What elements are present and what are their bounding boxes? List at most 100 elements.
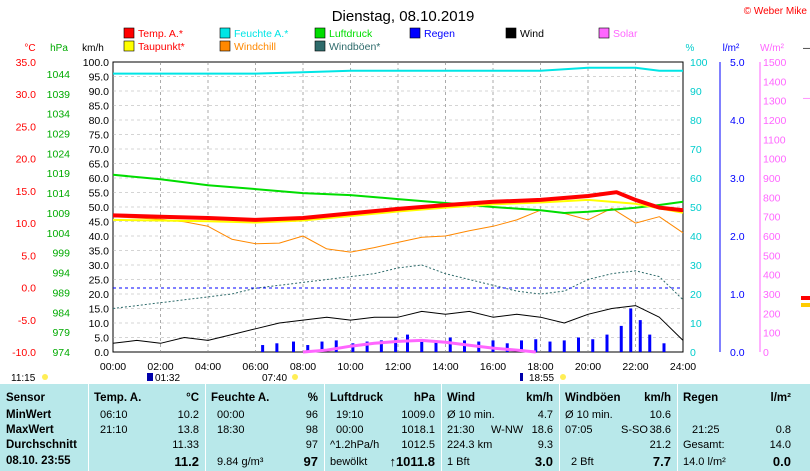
pressure-min: 1009.0 bbox=[401, 409, 435, 421]
wind-tick-label: 90.0 bbox=[89, 86, 110, 98]
rain-bar bbox=[275, 343, 279, 352]
wind-tick-label: 40.0 bbox=[89, 231, 110, 243]
rain-bar bbox=[448, 337, 452, 352]
legend-label: Wind bbox=[520, 28, 544, 40]
humidity-tick-label: 40 bbox=[690, 231, 702, 243]
wind-tick-label: 35.0 bbox=[89, 246, 110, 258]
solar-tick-label: 200 bbox=[763, 308, 781, 320]
x-tick-label: 04:00 bbox=[195, 361, 221, 373]
rain-bar bbox=[306, 345, 310, 352]
solar-tick-label: 1400 bbox=[763, 76, 787, 88]
wind-title: Wind bbox=[447, 392, 475, 404]
temp-min: 10.2 bbox=[177, 409, 199, 421]
series-line-windchill bbox=[112, 207, 684, 253]
rain-bar bbox=[261, 345, 265, 352]
x-tick-label: 24:00 bbox=[670, 361, 696, 373]
humidity-current: 97 bbox=[303, 454, 318, 469]
humidity-unit: % bbox=[307, 392, 318, 404]
gust-max: 38.6 bbox=[649, 424, 671, 436]
rain-bar bbox=[648, 334, 652, 352]
chart-title: Dienstag, 08.10.2019 bbox=[332, 8, 475, 25]
pressure-tick-label: 999 bbox=[52, 248, 70, 260]
sun-icon-left bbox=[42, 374, 48, 380]
gust-avg-window: Ø 10 min. bbox=[565, 409, 613, 421]
rain-bar bbox=[434, 340, 438, 352]
wind-min: 4.7 bbox=[537, 409, 553, 421]
series-line-wind bbox=[112, 305, 684, 344]
rain-bar bbox=[591, 339, 595, 352]
legend-swatch bbox=[314, 27, 326, 39]
sunset-label: 18:55 bbox=[529, 373, 554, 384]
rain-unit: l/m² bbox=[770, 392, 791, 404]
humidity-tick-label: 80 bbox=[690, 115, 702, 127]
wind-max-time: 21:30 bbox=[447, 424, 475, 436]
rain-bar bbox=[463, 340, 466, 352]
solar-tick-label: 1200 bbox=[763, 115, 787, 127]
humidity-tick-label: 90 bbox=[690, 86, 702, 98]
rain-bar bbox=[505, 343, 509, 352]
x-tick-label: 06:00 bbox=[242, 361, 268, 373]
temp-tick-label: 15.0 bbox=[16, 186, 37, 198]
pressure-unit: hPa bbox=[413, 392, 435, 404]
svg-text:—: — bbox=[803, 93, 810, 104]
gust-title: Windböen bbox=[565, 392, 621, 404]
wind-avg-window: Ø 10 min. bbox=[447, 409, 495, 421]
rain-max: 0.8 bbox=[775, 424, 791, 436]
series-lines bbox=[112, 66, 684, 354]
gust-min: 10.6 bbox=[649, 409, 671, 421]
temp-tick-label: 35.0 bbox=[16, 57, 37, 69]
rain-title: Regen bbox=[683, 392, 719, 404]
temp-current: 11.2 bbox=[174, 454, 199, 469]
humidity-avg: 97 bbox=[305, 439, 318, 451]
gust-avg: 21.2 bbox=[649, 439, 671, 451]
rain-bar bbox=[420, 339, 424, 352]
rain-tick-label: 3.0 bbox=[730, 173, 745, 185]
humidity-tick-label: 60 bbox=[690, 173, 702, 185]
temp-unit-label: °C bbox=[24, 43, 35, 54]
rain-column: Regen l/m² 21:25 0.8 Gesamt: 14.0 14.0 l… bbox=[677, 384, 797, 471]
rain-bar bbox=[577, 337, 580, 352]
sun-icon-right bbox=[560, 374, 566, 380]
series-line-temp-a bbox=[112, 190, 684, 222]
row-labels-column: Sensor MinWert MaxWert Durchschnitt 08.1… bbox=[0, 384, 88, 471]
rain-bar bbox=[520, 340, 523, 352]
gust-max-time: 07:05 bbox=[565, 424, 593, 436]
wind-tick-label: 80.0 bbox=[89, 115, 110, 127]
moon-label: 01:32 bbox=[155, 373, 180, 384]
legend-swatch bbox=[409, 27, 421, 39]
wind-max-dir: W-NW bbox=[491, 424, 524, 436]
series-line-taupunkt bbox=[112, 198, 684, 224]
rain-bar bbox=[491, 340, 495, 352]
solar-tick-label: 700 bbox=[763, 212, 781, 224]
label-minwert: MinWert bbox=[6, 409, 52, 421]
legend-label: Feuchte A.* bbox=[234, 28, 288, 40]
x-tick-label: 16:00 bbox=[480, 361, 506, 373]
legend-swatch bbox=[505, 27, 517, 39]
temp-tick-label: 0.0 bbox=[21, 283, 36, 295]
humidity-tick-label: 20 bbox=[690, 289, 702, 301]
sunrise-label: 07:40 bbox=[262, 373, 287, 384]
rain-bar bbox=[406, 334, 409, 352]
rain-bar bbox=[662, 343, 666, 352]
x-tick-label: 22:00 bbox=[622, 361, 648, 373]
x-tick-label: 10:00 bbox=[337, 361, 363, 373]
solar-tick-label: 0 bbox=[763, 347, 769, 359]
rain-unit-label: l/m² bbox=[723, 43, 740, 54]
pressure-tick-label: 1009 bbox=[47, 208, 71, 220]
wind-unit-label: km/h bbox=[82, 43, 104, 54]
pressure-tick-label: 1019 bbox=[47, 168, 71, 180]
legend: Temp. A.* Feuchte A.* Luftdruck Regen Wind So… bbox=[123, 27, 638, 53]
sunset-icon bbox=[520, 373, 523, 381]
pressure-tick-label: 1024 bbox=[47, 148, 71, 160]
legend-label: Solar bbox=[613, 28, 638, 40]
wind-tick-label: 0.0 bbox=[94, 347, 109, 359]
wind-beaufort: 1 Bft bbox=[447, 456, 470, 468]
wind-tick-label: 70.0 bbox=[89, 144, 110, 156]
label-sensor: Sensor bbox=[6, 392, 45, 404]
legend-swatch bbox=[598, 27, 610, 39]
solar-tick-label: 600 bbox=[763, 231, 781, 243]
wind-tick-label: 25.0 bbox=[89, 275, 110, 287]
x-tick-label: 08:00 bbox=[290, 361, 316, 373]
rain-bar bbox=[320, 341, 324, 352]
temp-max: 13.8 bbox=[177, 424, 199, 436]
